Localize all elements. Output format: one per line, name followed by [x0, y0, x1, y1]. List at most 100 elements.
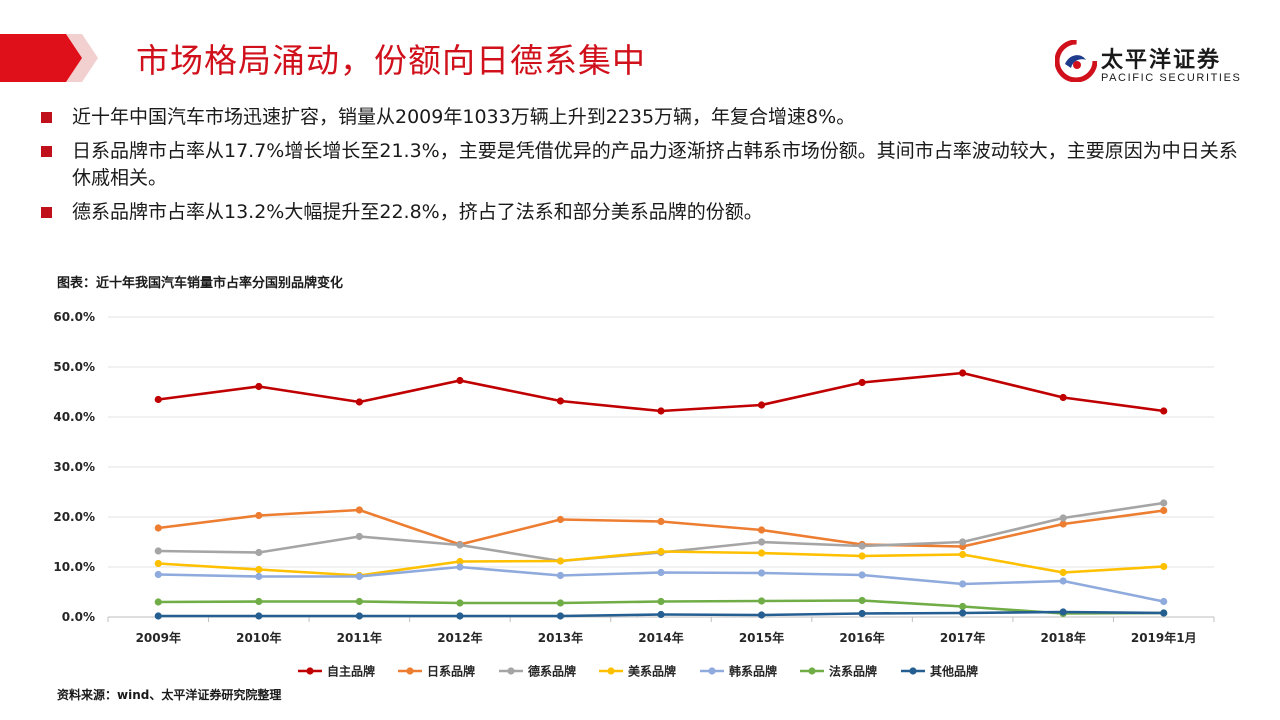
data-point — [255, 597, 263, 606]
bullet-text: 近十年中国汽车市场迅速扩容，销量从2009年1033万辆上升到2235万辆，年复… — [72, 106, 856, 128]
legend-dot-marker — [808, 667, 816, 675]
legend-dot-marker — [607, 667, 615, 675]
series-line-其他品牌 — [158, 610, 1164, 618]
data-point — [255, 565, 263, 574]
data-point — [1160, 499, 1168, 507]
data-point — [858, 609, 866, 618]
series-line-法系品牌 — [158, 599, 1164, 615]
page-title: 市场格局涌动，份额向日德系集中 — [136, 41, 646, 80]
data-point — [858, 596, 866, 605]
data-point — [757, 526, 766, 534]
data-point — [657, 517, 665, 526]
data-point — [858, 571, 866, 579]
legend-label: 法系品牌 — [829, 664, 877, 679]
series-line-德系品牌 — [158, 501, 1164, 563]
data-point — [1059, 520, 1067, 528]
data-point — [959, 550, 967, 559]
x-tick-label: 2014年 — [638, 630, 683, 645]
data-point — [1059, 514, 1067, 522]
legend-dot-marker — [909, 667, 917, 675]
data-point — [456, 599, 464, 607]
data-point — [1160, 562, 1168, 571]
data-point — [657, 610, 665, 619]
data-point — [154, 395, 162, 404]
banner-red-block — [0, 34, 74, 82]
bullet-list: 近十年中国汽车市场迅速扩容，销量从2009年1033万辆上升到2235万辆，年复… — [38, 104, 1248, 233]
data-point — [154, 570, 162, 579]
y-tick-label: 0.0% — [62, 610, 95, 624]
data-point — [757, 538, 766, 546]
legend-label: 自主品牌 — [327, 664, 375, 679]
data-point — [456, 612, 464, 620]
company-logo: 太平洋证券 PACIFIC SECURITIES — [1055, 40, 1255, 90]
data-point — [556, 599, 565, 607]
x-tick-label: 2019年1月 — [1131, 630, 1197, 645]
series-line-自主品牌 — [158, 371, 1164, 413]
bullet-square-icon — [41, 207, 52, 218]
bullet-square-icon — [41, 112, 52, 123]
data-point — [456, 541, 464, 549]
data-point — [858, 552, 866, 560]
banner-chevron — [48, 34, 82, 82]
x-tick-label: 2018年 — [1040, 630, 1085, 645]
data-point — [959, 538, 967, 546]
x-tick-label: 2010年 — [236, 630, 281, 645]
data-point — [1059, 608, 1067, 616]
legend-dot-marker — [507, 667, 515, 675]
x-tick-label: 2013年 — [538, 630, 583, 645]
bullet-text: 日系品牌市占率从17.7%增长增长至21.3%，主要是凭借优异的产品力逐渐挤占韩… — [72, 140, 1238, 189]
data-point — [657, 548, 665, 557]
data-point — [556, 612, 565, 620]
data-point — [959, 609, 967, 617]
title-banner — [0, 34, 98, 82]
data-point — [456, 557, 464, 566]
data-point — [255, 572, 263, 581]
data-point — [959, 602, 967, 611]
data-point — [154, 559, 162, 568]
bullet-item: 近十年中国汽车市场迅速扩容，销量从2009年1033万辆上升到2235万辆，年复… — [38, 104, 1248, 131]
data-point — [1059, 568, 1067, 577]
legend-dot-marker — [708, 667, 716, 675]
x-tick-label: 2009年 — [136, 630, 181, 645]
data-point — [456, 376, 464, 385]
data-point — [355, 572, 363, 581]
x-tick-label: 2017年 — [940, 630, 985, 645]
y-tick-label: 20.0% — [53, 510, 95, 524]
legend-dot-marker — [406, 667, 414, 675]
legend-dot-marker — [306, 667, 314, 675]
chart-caption: 图表：近十年我国汽车销量市占率分国别品牌变化 — [57, 276, 344, 291]
data-point — [757, 549, 766, 557]
data-point — [657, 568, 665, 577]
data-point — [355, 532, 363, 541]
data-point — [1059, 609, 1067, 618]
x-tick-label: 2012年 — [437, 630, 482, 645]
legend-label: 美系品牌 — [628, 664, 676, 679]
data-point — [959, 542, 967, 551]
data-point — [556, 557, 565, 565]
data-point — [1160, 506, 1168, 515]
data-point — [255, 382, 263, 391]
data-point — [154, 612, 162, 620]
x-tick-label: 2011年 — [337, 630, 382, 645]
data-point — [858, 540, 866, 549]
y-tick-label: 40.0% — [53, 410, 95, 424]
y-tick-label: 60.0% — [53, 310, 95, 324]
pacific-logo-icon — [1055, 40, 1097, 82]
legend-label: 其他品牌 — [930, 664, 978, 679]
data-point — [556, 397, 565, 405]
data-point — [355, 506, 363, 514]
series-line-美系品牌 — [158, 550, 1164, 577]
data-point — [657, 547, 665, 556]
data-point — [1160, 407, 1168, 415]
x-tick-label: 2016年 — [839, 630, 884, 645]
data-point — [154, 524, 162, 532]
data-point — [757, 611, 766, 619]
bullet-square-icon — [41, 146, 52, 157]
data-point — [355, 612, 363, 620]
data-point — [355, 571, 363, 580]
logo-chinese-name: 太平洋证券 — [1101, 48, 1222, 73]
bullet-item: 日系品牌市占率从17.7%增长增长至21.3%，主要是凭借优异的产品力逐渐挤占韩… — [38, 138, 1248, 192]
data-point — [1059, 393, 1067, 402]
data-point — [757, 597, 766, 605]
data-point — [355, 398, 363, 406]
